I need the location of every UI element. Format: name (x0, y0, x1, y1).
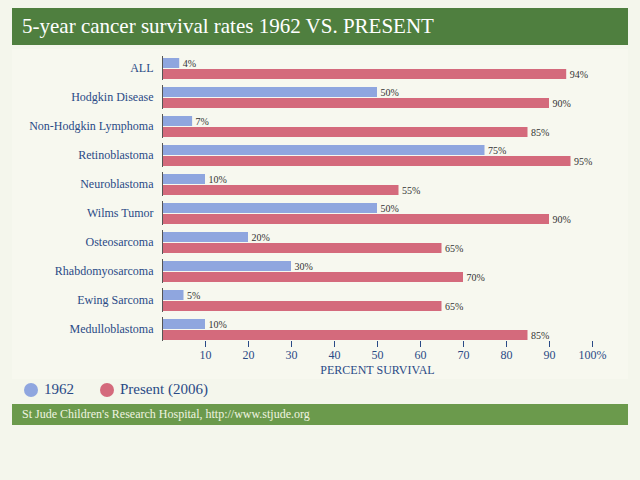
svg-text:90%: 90% (553, 98, 571, 109)
svg-text:65%: 65% (445, 243, 463, 254)
svg-text:30: 30 (286, 348, 298, 362)
svg-text:20: 20 (243, 348, 255, 362)
svg-text:85%: 85% (531, 330, 549, 341)
svg-text:PERCENT SURVIVAL: PERCENT SURVIVAL (320, 363, 434, 377)
svg-text:90: 90 (544, 348, 556, 362)
svg-text:Ewing Sarcoma: Ewing Sarcoma (77, 293, 154, 307)
svg-text:95%: 95% (574, 156, 592, 167)
svg-text:4%: 4% (183, 58, 196, 69)
html-text:St Jude Children's Research Ho: St Jude Children's Research Hospital, ht… (22, 407, 310, 421)
svg-text:60: 60 (415, 348, 427, 362)
svg-text:94%: 94% (570, 69, 588, 80)
svg-text:10: 10 (200, 348, 212, 362)
svg-text:80: 80 (501, 348, 513, 362)
svg-text:5%: 5% (187, 290, 200, 301)
svg-text:Non-Hodgkin Lymphoma: Non-Hodgkin Lymphoma (29, 119, 154, 133)
svg-text:55%: 55% (402, 185, 420, 196)
svg-text:75%: 75% (488, 145, 506, 156)
svg-text:Retinoblastoma: Retinoblastoma (78, 148, 154, 162)
html-text:1962: 1962 (44, 381, 74, 397)
svg-text:Rhabdomyosarcoma: Rhabdomyosarcoma (55, 264, 154, 278)
svg-text:50%: 50% (381, 203, 399, 214)
svg-text:10%: 10% (209, 174, 227, 185)
svg-text:90%: 90% (553, 214, 571, 225)
svg-text:Wilms Tumor: Wilms Tumor (87, 206, 154, 220)
svg-text:Neuroblastoma: Neuroblastoma (80, 177, 154, 191)
svg-text:50%: 50% (381, 87, 399, 98)
html-text:5-year cancer survival rates 1: 5-year cancer survival rates 1962 VS. PR… (22, 14, 434, 38)
svg-text:70%: 70% (467, 272, 485, 283)
svg-text:ALL: ALL (130, 61, 153, 75)
svg-text:100%: 100% (579, 348, 607, 362)
html-text:Present (2006): Present (2006) (120, 381, 208, 397)
svg-text:Medulloblastoma: Medulloblastoma (70, 322, 155, 336)
svg-text:65%: 65% (445, 301, 463, 312)
svg-text:Hodgkin Disease: Hodgkin Disease (71, 90, 153, 104)
svg-text:85%: 85% (531, 127, 549, 138)
svg-text:50: 50 (372, 348, 384, 362)
svg-text:7%: 7% (196, 116, 209, 127)
svg-text:20%: 20% (252, 232, 270, 243)
svg-text:10%: 10% (209, 319, 227, 330)
svg-text:40: 40 (329, 348, 341, 362)
svg-text:Osteosarcoma: Osteosarcoma (86, 235, 155, 249)
svg-text:30%: 30% (295, 261, 313, 272)
svg-text:70: 70 (458, 348, 470, 362)
